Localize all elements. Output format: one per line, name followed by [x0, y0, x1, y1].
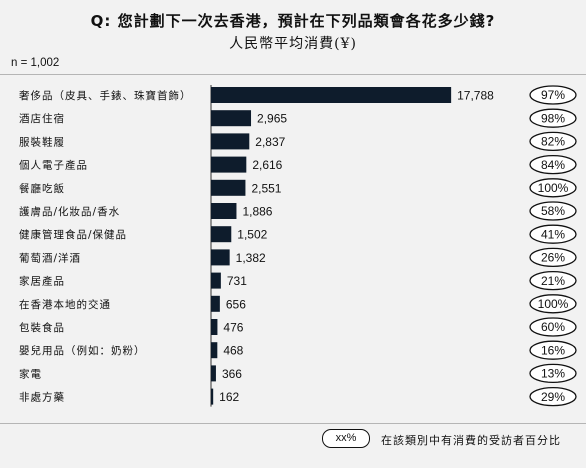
percentage-label: 100% — [538, 297, 569, 311]
percentage-oval — [529, 270, 577, 291]
bar — [211, 203, 237, 219]
category-label: 酒店住宿 — [19, 112, 65, 125]
bar — [211, 272, 221, 289]
category-label: 嬰兒用品（例如：奶粉） — [19, 344, 146, 357]
category-label: 服裝鞋履 — [19, 135, 65, 148]
percentage-oval — [529, 247, 577, 268]
chart-title: Q: 您計劃下一次去香港，預計在下列品類會各花多少錢? — [90, 12, 496, 30]
percentage-label: 41% — [541, 227, 565, 241]
percentage-label: 84% — [541, 158, 565, 172]
value-label: 2,965 — [257, 112, 287, 126]
percentage-oval — [529, 224, 577, 244]
value-label: 1,886 — [242, 205, 272, 219]
bar — [211, 156, 247, 173]
bar — [211, 133, 250, 150]
percentage-label: 98% — [541, 111, 565, 125]
category-label: 護膚品/化妝品/香水 — [19, 205, 120, 218]
bar — [211, 342, 218, 359]
category-label: 奢侈品（皮具、手錶、珠寶首飾） — [19, 89, 192, 102]
percentage-oval — [529, 294, 577, 314]
category-label: 葡萄酒/洋酒 — [19, 251, 81, 264]
percentage-oval — [529, 131, 577, 152]
bar — [211, 365, 216, 382]
category-label: 健康管理食品/保健品 — [19, 228, 127, 241]
value-label: 1,502 — [237, 228, 267, 242]
bottom-divider — [0, 423, 586, 424]
category-label: 家居產品 — [19, 275, 65, 288]
legend-text: 在該類別中有消費的受訪者百分比 — [381, 434, 561, 447]
bar — [211, 388, 214, 405]
value-label: 17,788 — [457, 89, 494, 103]
bar — [211, 226, 232, 243]
percentage-oval — [529, 85, 577, 105]
percentage-oval — [529, 154, 577, 175]
percentage-label: 16% — [541, 343, 565, 357]
value-label: 731 — [227, 274, 247, 288]
category-label: 餐廳吃飯 — [19, 182, 65, 195]
value-label: 162 — [219, 390, 239, 404]
percentage-oval — [529, 363, 577, 384]
percentage-label: 13% — [541, 367, 565, 381]
percentage-label: 100% — [538, 181, 569, 195]
percentage-label: 82% — [541, 135, 565, 149]
bar — [211, 249, 230, 266]
category-label: 個人電子產品 — [19, 159, 88, 172]
percentage-oval — [529, 178, 577, 198]
category-label: 家電 — [19, 367, 42, 380]
percentage-label: 58% — [541, 204, 565, 218]
percentage-oval — [529, 386, 577, 407]
value-label: 468 — [223, 344, 243, 358]
bar — [211, 110, 252, 127]
bar — [211, 295, 220, 312]
bar — [211, 87, 452, 103]
category-label: 在香港本地的交通 — [19, 298, 111, 311]
chart-subtitle: 人民幣平均消費(¥) — [229, 36, 357, 52]
percentage-label: 97% — [541, 88, 565, 102]
value-label: 656 — [226, 297, 246, 311]
value-label: 2,837 — [255, 135, 285, 149]
percentage-label: 26% — [541, 251, 565, 265]
value-label: 2,551 — [251, 181, 281, 195]
bar — [211, 319, 218, 335]
percentage-oval — [529, 108, 577, 128]
percentage-oval — [529, 201, 577, 221]
category-label: 包裝食品 — [19, 321, 65, 334]
percentage-label: 29% — [541, 390, 565, 404]
value-label: 476 — [223, 321, 243, 335]
category-label: 非處方藥 — [19, 391, 65, 404]
percentage-label: 21% — [541, 274, 565, 288]
percentage-oval — [529, 340, 577, 360]
value-label: 2,616 — [252, 158, 282, 172]
value-label: 1,382 — [236, 251, 266, 265]
sample-size: n = 1,002 — [11, 57, 60, 69]
bar — [211, 179, 246, 196]
top-divider — [0, 74, 586, 75]
percentage-oval — [529, 317, 577, 337]
legend-oval: xx% — [322, 429, 370, 448]
value-label: 366 — [222, 367, 242, 381]
percentage-label: 60% — [541, 320, 565, 334]
